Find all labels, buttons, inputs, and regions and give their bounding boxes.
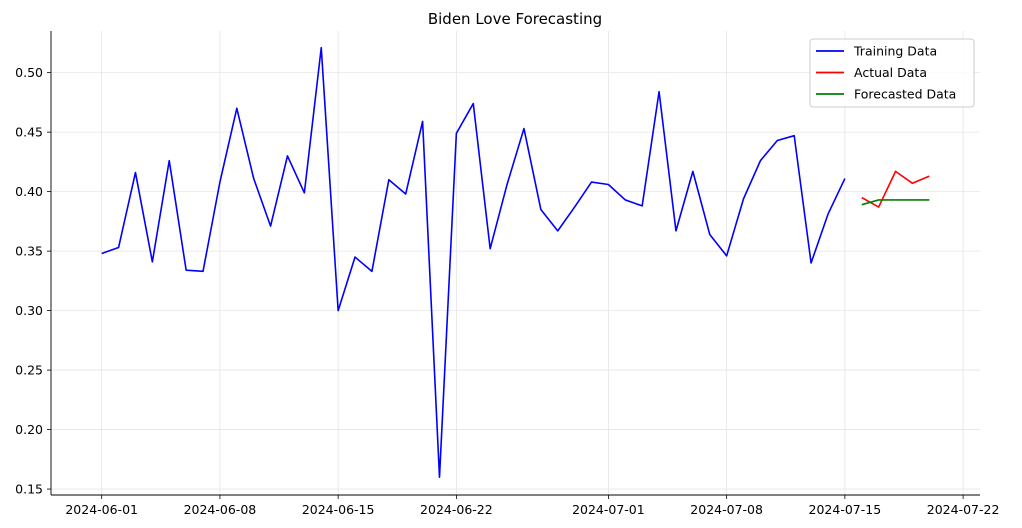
- x-tick-label: 2024-06-15: [302, 502, 375, 517]
- legend-label: Training Data: [853, 44, 937, 59]
- series-line-1: [861, 170, 930, 208]
- y-tick-label: 0.50: [15, 65, 43, 80]
- y-tick-label: 0.45: [15, 125, 43, 140]
- series-line-2: [861, 199, 930, 206]
- legend-box: [809, 38, 975, 108]
- x-tick-label: 2024-07-22: [927, 502, 1000, 517]
- legend-label: Actual Data: [854, 65, 927, 80]
- x-tick-label: 2024-07-08: [690, 502, 763, 517]
- x-tick-label: 2024-06-01: [65, 502, 138, 517]
- y-tick-label: 0.40: [15, 184, 43, 199]
- y-tick-label: 0.35: [15, 244, 43, 259]
- x-tick-label: 2024-06-22: [420, 502, 493, 517]
- axes: 2024-06-01 2024-06-08 2024-06-15 2024-06-22…: [15, 31, 999, 517]
- y-tick-label: 0.15: [15, 482, 43, 497]
- y-tick-label: 0.20: [15, 422, 43, 437]
- y-tick-label: 0.30: [15, 303, 43, 318]
- legend-label: Forecasted Data: [854, 87, 956, 102]
- x-tick-label: 2024-06-08: [184, 502, 257, 517]
- series-group: [101, 46, 930, 478]
- x-tick-label: 2024-07-01: [572, 502, 645, 517]
- x-tick-label: 2024-07-15: [809, 502, 882, 517]
- legend: Training Data Actual Data Forecasted Data: [809, 38, 975, 108]
- y-tick-label: 0.25: [15, 363, 43, 378]
- grid: [51, 31, 980, 495]
- chart-title: Biden Love Forecasting: [428, 10, 602, 28]
- series-line-0: [101, 46, 846, 478]
